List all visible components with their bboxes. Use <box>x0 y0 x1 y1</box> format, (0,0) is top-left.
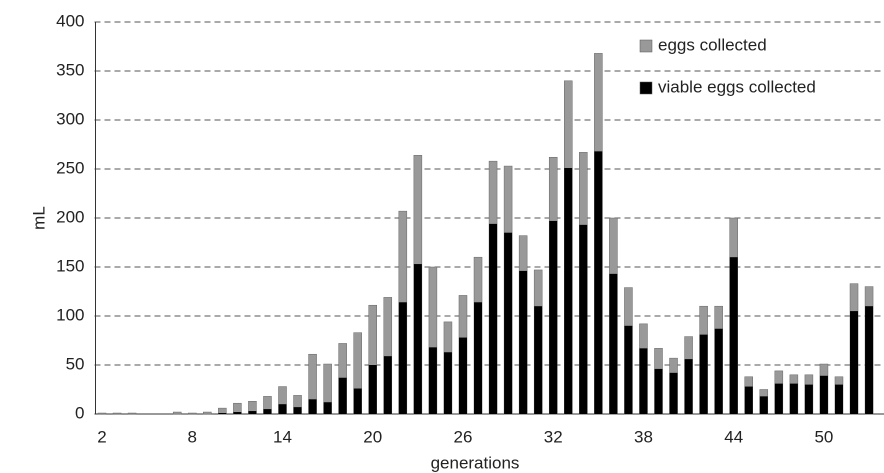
x-axis-label: generations <box>431 453 520 472</box>
bar <box>127 412 137 415</box>
x-tick-label: 14 <box>273 427 292 446</box>
bar <box>413 264 422 414</box>
legend-swatch <box>639 39 653 53</box>
bar <box>624 325 633 414</box>
bar <box>865 306 874 414</box>
legend-label: eggs collected <box>658 35 767 54</box>
x-tick-label: 50 <box>814 427 833 446</box>
bar <box>278 404 287 414</box>
bar <box>353 388 362 414</box>
x-tick-label: 38 <box>634 427 653 446</box>
bar <box>579 224 588 414</box>
y-axis-label: mL <box>29 206 48 230</box>
bar <box>248 411 257 414</box>
y-tick-label: 300 <box>56 109 84 128</box>
bar <box>549 220 558 414</box>
bar <box>519 270 528 414</box>
bar <box>759 396 768 414</box>
bar <box>293 407 302 414</box>
bar <box>458 337 467 414</box>
bar <box>639 348 648 414</box>
bar <box>744 386 753 414</box>
bar <box>368 365 377 414</box>
bar <box>443 352 452 414</box>
bar <box>338 377 347 414</box>
bar <box>684 359 693 414</box>
bar <box>233 412 242 414</box>
y-tick-label: 350 <box>56 60 84 79</box>
x-tick-label: 20 <box>363 427 382 446</box>
bar <box>188 412 197 415</box>
bar <box>804 384 813 414</box>
y-tick-label: 200 <box>56 207 84 226</box>
bar <box>669 372 678 414</box>
x-tick-label: 8 <box>188 427 197 446</box>
x-tick-label: 26 <box>454 427 473 446</box>
bar <box>609 273 618 414</box>
bar <box>504 232 513 414</box>
bar <box>654 368 663 414</box>
y-tick-label: 0 <box>75 403 84 422</box>
bar <box>323 402 332 414</box>
bar <box>172 411 182 415</box>
bar <box>564 168 573 414</box>
bar <box>729 257 738 414</box>
y-tick-label: 50 <box>66 354 85 373</box>
legend-label: viable eggs collected <box>658 77 816 96</box>
bar <box>428 347 437 414</box>
bar <box>203 411 212 415</box>
bar <box>97 412 107 415</box>
x-tick-label: 32 <box>544 427 563 446</box>
y-tick-label: 100 <box>56 305 84 324</box>
bar <box>398 302 407 414</box>
bar <box>308 399 317 414</box>
bar <box>850 311 859 414</box>
bar <box>594 151 603 415</box>
legend-swatch <box>639 81 653 95</box>
bar <box>489 223 498 414</box>
bar <box>819 375 828 414</box>
bar <box>263 409 272 414</box>
bar <box>383 356 392 414</box>
bar <box>474 302 483 414</box>
bar <box>112 412 122 415</box>
bar <box>789 383 798 414</box>
y-tick-label: 400 <box>56 11 84 30</box>
x-tick-label: 2 <box>97 427 106 446</box>
bar <box>534 306 543 414</box>
y-tick-label: 250 <box>56 158 84 177</box>
bar <box>218 413 227 414</box>
bar <box>714 328 723 414</box>
bar <box>834 384 843 414</box>
bar <box>774 383 783 414</box>
y-tick-label: 150 <box>56 256 84 275</box>
bar <box>699 334 708 414</box>
x-tick-label: 44 <box>724 427 743 446</box>
